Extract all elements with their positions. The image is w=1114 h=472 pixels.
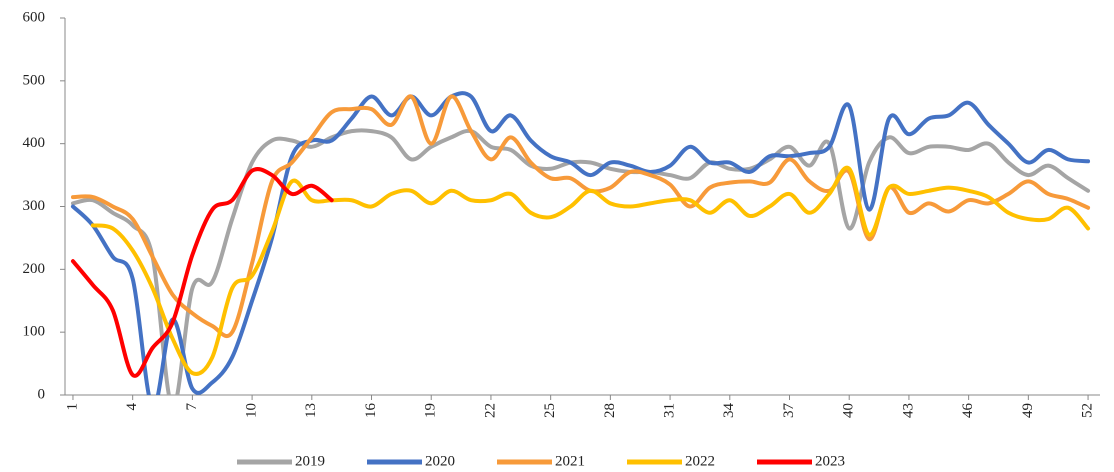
legend-label: 2019 bbox=[295, 453, 325, 469]
legend-label: 2022 bbox=[685, 453, 715, 469]
y-tick-label: 300 bbox=[23, 198, 46, 214]
y-tick-label: 0 bbox=[38, 386, 46, 402]
y-tick-label: 400 bbox=[23, 135, 46, 151]
y-tick-label: 600 bbox=[23, 9, 46, 25]
series-line bbox=[90, 165, 1091, 376]
x-tick-label: 43 bbox=[900, 403, 916, 418]
x-tick-label: 49 bbox=[1020, 403, 1036, 418]
legend-label: 2023 bbox=[815, 453, 845, 469]
x-tick-label: 52 bbox=[1079, 403, 1095, 418]
x-tick-label: 1 bbox=[64, 403, 80, 411]
y-tick-label: 100 bbox=[23, 324, 46, 340]
x-tick-label: 25 bbox=[542, 403, 558, 418]
x-tick-label: 37 bbox=[781, 403, 797, 419]
x-tick-label: 31 bbox=[662, 403, 678, 418]
y-tick-label: 200 bbox=[23, 261, 46, 277]
x-tick-label: 16 bbox=[363, 403, 379, 419]
x-tick-label: 22 bbox=[482, 403, 498, 418]
x-tick-label: 13 bbox=[303, 403, 319, 418]
x-tick-label: 40 bbox=[841, 403, 857, 418]
x-tick-label: 10 bbox=[244, 403, 260, 418]
x-tick-label: 46 bbox=[960, 403, 976, 419]
x-tick-label: 7 bbox=[184, 403, 200, 411]
series-line bbox=[70, 94, 1091, 339]
y-tick-label: 500 bbox=[23, 72, 46, 88]
x-tick-label: 4 bbox=[124, 403, 140, 411]
legend-label: 2021 bbox=[555, 453, 585, 469]
x-tick-label: 28 bbox=[602, 403, 618, 418]
series-line bbox=[70, 91, 1091, 395]
x-tick-label: 19 bbox=[423, 403, 439, 418]
x-tick-label: 34 bbox=[721, 403, 737, 419]
legend-label: 2020 bbox=[425, 453, 455, 469]
series-line bbox=[70, 167, 334, 378]
